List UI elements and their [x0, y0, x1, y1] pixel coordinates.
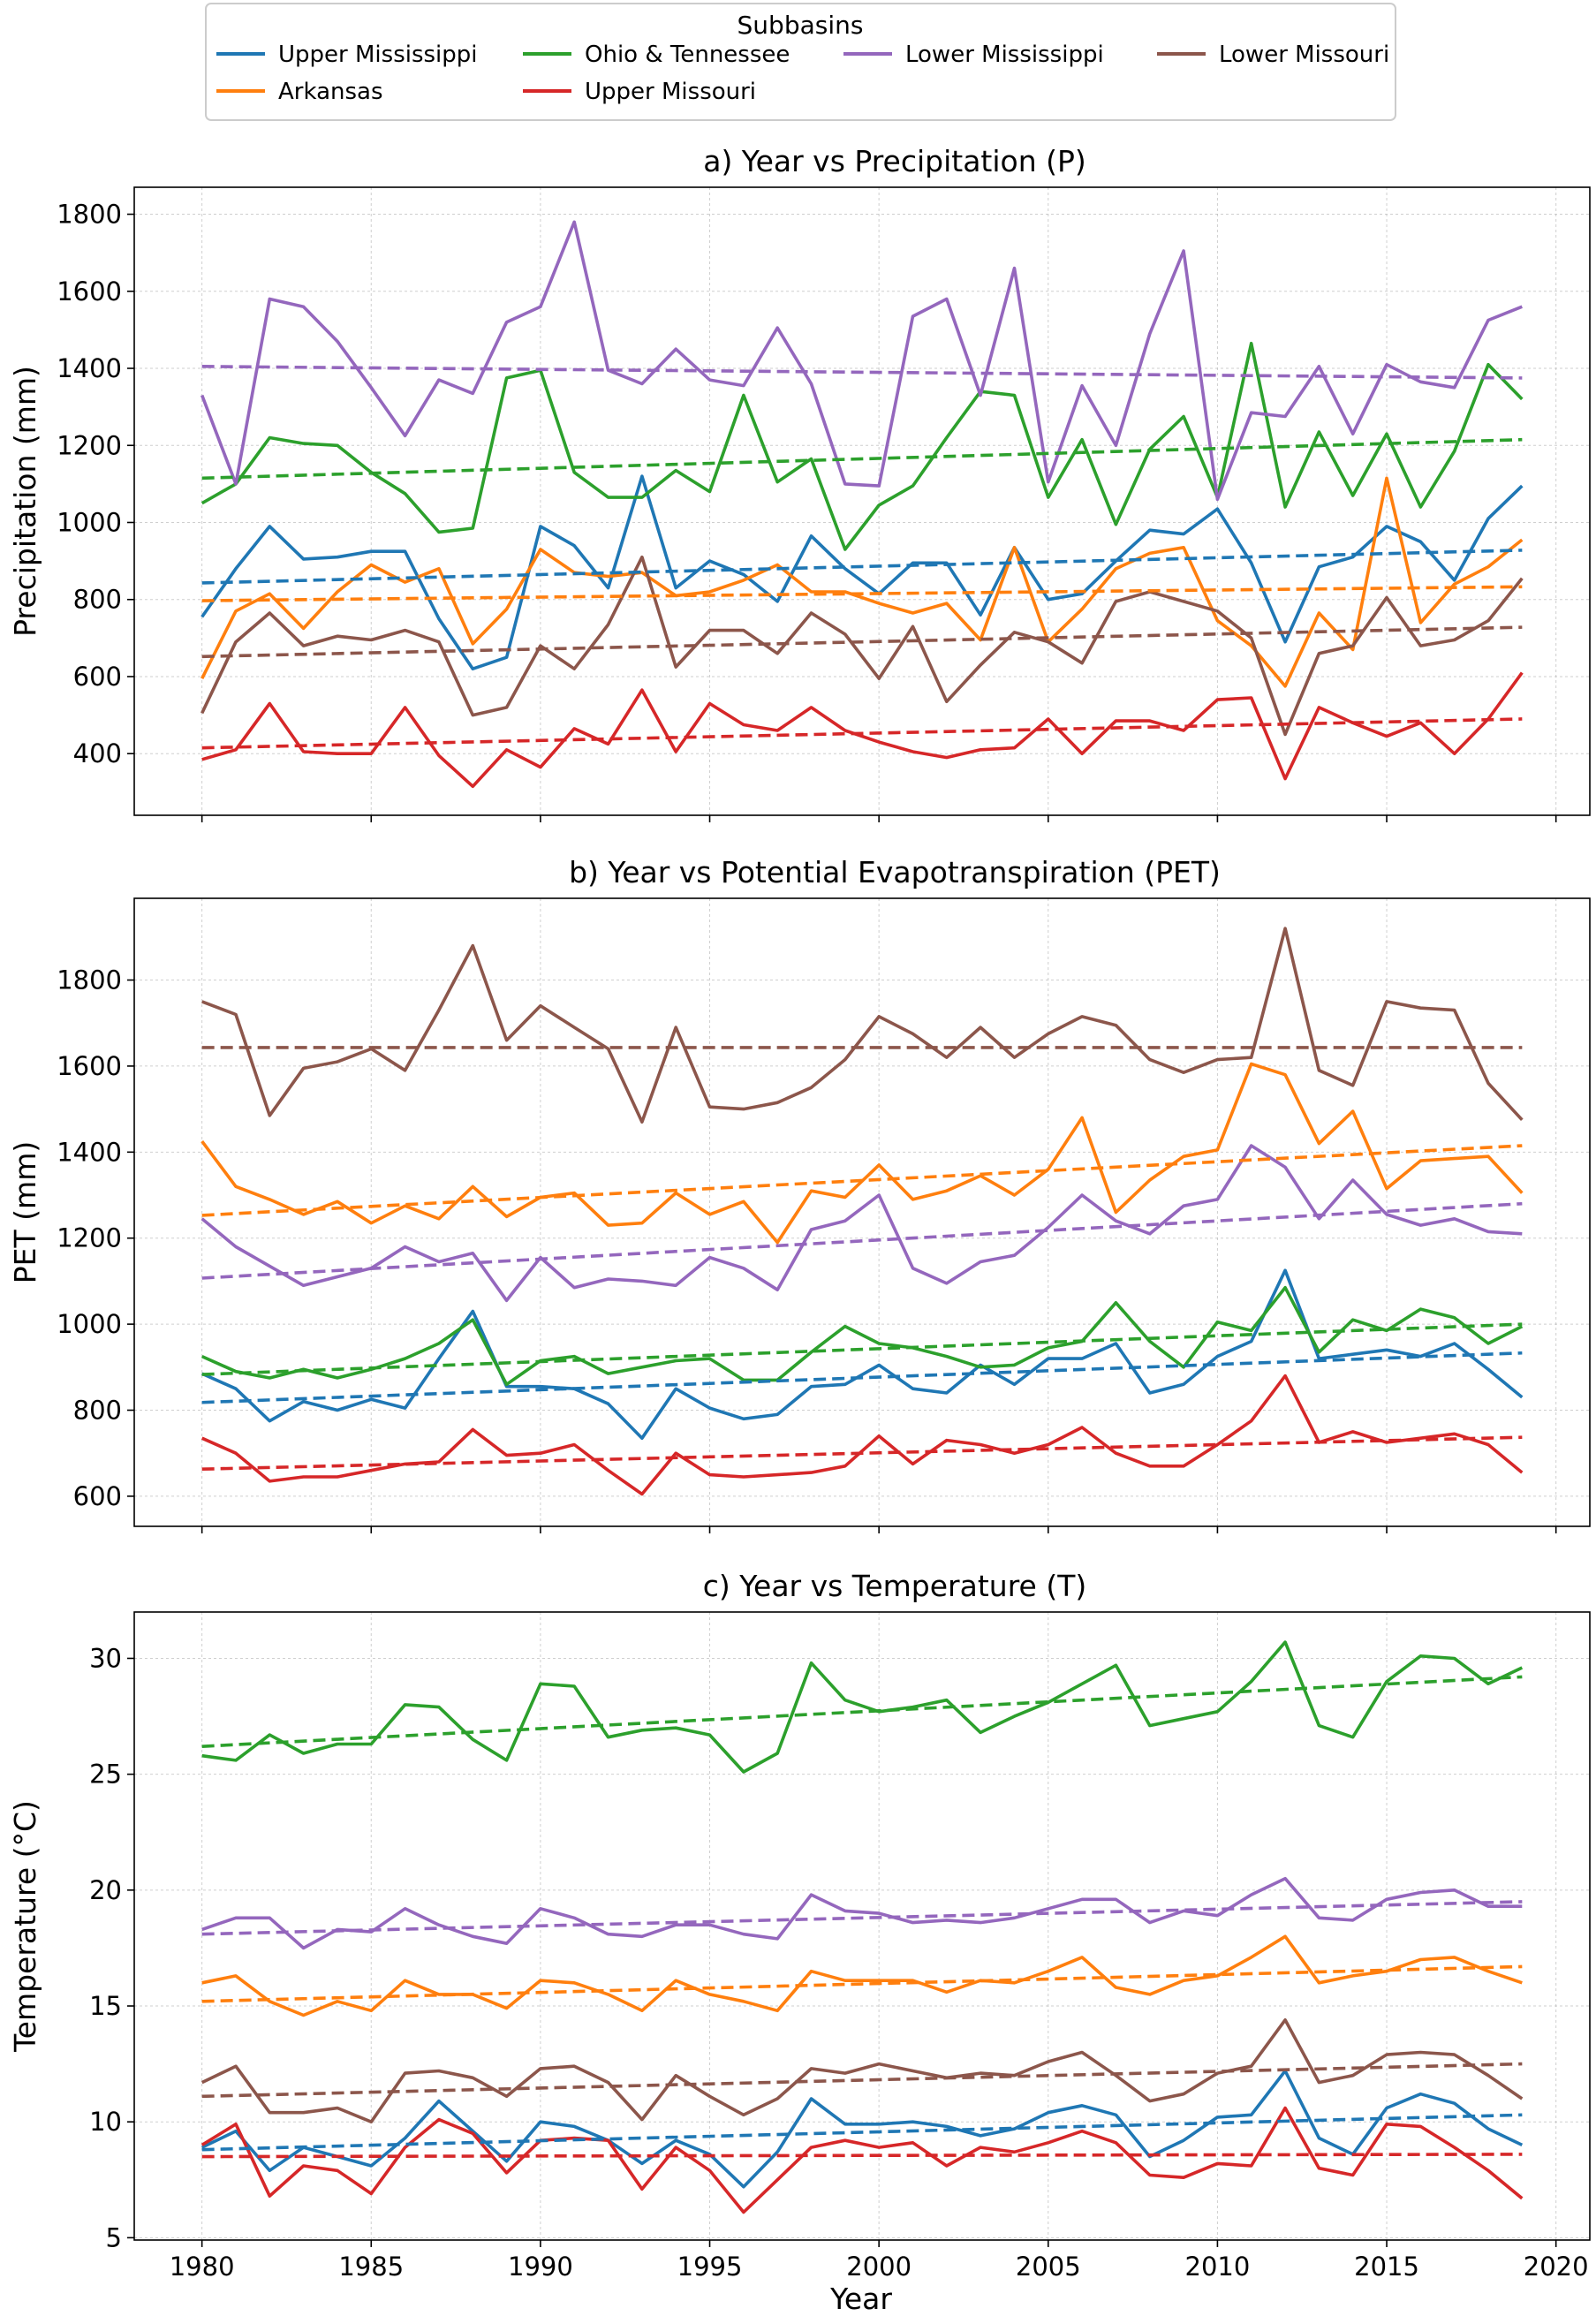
panel-title: c) Year vs Temperature (T) [703, 1569, 1087, 1603]
x-tick-label: 2015 [1354, 2252, 1419, 2282]
y-tick-label: 1000 [57, 1309, 122, 1339]
y-tick-label: 15 [89, 1991, 122, 2021]
trend-line [201, 2113, 1523, 2152]
y-tick-label: 1400 [57, 1137, 122, 1167]
series-group [200, 1640, 1524, 2214]
y-tick-label: 600 [73, 662, 122, 692]
y-tick-label: 25 [89, 1760, 122, 1790]
trend-line [201, 1435, 1523, 1472]
y-tick-label: 10 [89, 2107, 122, 2137]
series-line [200, 2069, 1524, 2189]
legend: Subbasins Upper Mississippi Arkansas Ohio … [205, 3, 1396, 121]
y-tick-label: 20 [89, 1875, 122, 1905]
legend-label: Lower Missouri [1219, 42, 1389, 68]
series-line [200, 1268, 1524, 1440]
legend-label: Upper Mississippi [278, 42, 478, 68]
legend-box [205, 3, 1396, 121]
y-tick-label: 400 [73, 738, 122, 768]
series-line [200, 2106, 1524, 2214]
trend-line [201, 1675, 1523, 1748]
legend-entry: Arkansas [216, 79, 383, 105]
y-axis-label: Temperature (°C) [8, 1800, 42, 2053]
series-line [201, 927, 1524, 1124]
trend-line [201, 2153, 1523, 2159]
legend-entry: Upper Mississippi [216, 42, 478, 68]
plot-frame [133, 186, 1591, 816]
legend-entry: Lower Mississippi [843, 42, 1104, 68]
series-line [201, 1934, 1523, 2017]
series-line [200, 476, 1524, 688]
y-axis-label: PET (mm) [8, 1141, 42, 1283]
series-line [200, 220, 1523, 502]
legend-label: Upper Missouri [585, 79, 756, 105]
series-line [201, 1640, 1524, 1774]
series-group [200, 927, 1524, 1496]
y-tick-label: 30 [89, 1643, 122, 1673]
y-tick-label: 1400 [57, 353, 122, 383]
trend-line [201, 1322, 1523, 1376]
legend-entry: Upper Missouri [523, 79, 756, 105]
y-tick-label: 1200 [57, 1223, 122, 1253]
series-line [200, 555, 1524, 737]
series-line [200, 341, 1524, 551]
x-tick-label: 2000 [846, 2252, 911, 2282]
trend-line [201, 1144, 1523, 1217]
y-tick-label: 1600 [57, 276, 122, 307]
series-line [200, 1374, 1524, 1496]
x-tick-label: 2005 [1016, 2252, 1081, 2282]
plot-frame [133, 897, 1591, 1527]
y-tick-label: 800 [73, 1396, 122, 1426]
trend-line [201, 717, 1523, 750]
grid [134, 187, 1590, 815]
panel-title: b) Year vs Potential Evapotranspiration … [569, 855, 1221, 889]
trend-line [201, 365, 1523, 380]
x-tick-label: 1990 [508, 2252, 573, 2282]
series-line [201, 1876, 1523, 1950]
trend-line [201, 2062, 1523, 2099]
trend-line [201, 1964, 1523, 2003]
y-tick-label: 1200 [57, 430, 122, 460]
legend-label: Lower Mississippi [905, 42, 1104, 68]
x-tick-label: 1985 [338, 2252, 404, 2282]
series-group [200, 220, 1524, 789]
legend-label: Arkansas [278, 79, 383, 105]
series-line [200, 2018, 1524, 2123]
series-line [200, 474, 1524, 671]
y-tick-label: 1800 [57, 200, 122, 230]
y-axis-label: Precipitation (mm) [8, 366, 42, 637]
legend-entry: Lower Missouri [1157, 42, 1389, 68]
trend-line [201, 1201, 1523, 1280]
legend-entry: Ohio & Tennessee [523, 42, 790, 68]
plot-frame [133, 1611, 1591, 2241]
x-tick-label: 1980 [170, 2252, 235, 2282]
x-axis-label: Year [829, 2282, 892, 2316]
trend-line [201, 549, 1523, 585]
trend-line [201, 625, 1523, 659]
series-line [201, 671, 1524, 789]
series-line [200, 1144, 1523, 1303]
legend-label: Ohio & Tennessee [585, 42, 790, 68]
trend-line [201, 585, 1523, 602]
y-tick-label: 1000 [57, 507, 122, 537]
trend-line [201, 437, 1523, 481]
y-tick-label: 800 [73, 585, 122, 615]
legend-title: Subbasins [737, 11, 864, 40]
panel-pet: b) Year vs Potential Evapotranspiration … [8, 855, 1591, 1533]
y-tick-label: 1800 [57, 965, 122, 995]
panel-precipitation: a) Year vs Precipitation (P) Precipitati… [8, 144, 1591, 822]
series-line [200, 1285, 1524, 1387]
y-tick-label: 5 [106, 2222, 122, 2252]
x-tick-label: 2010 [1185, 2252, 1251, 2282]
panel-title: a) Year vs Precipitation (P) [703, 144, 1086, 178]
panel-temperature: c) Year vs Temperature (T) Temperature (… [8, 1569, 1591, 2282]
y-tick-label: 1600 [57, 1051, 122, 1081]
trend-line [201, 1900, 1523, 1936]
x-tick-label: 2020 [1524, 2252, 1589, 2282]
trend-line [201, 1351, 1523, 1404]
y-tick-label: 600 [73, 1481, 122, 1511]
x-tick-label: 1995 [677, 2252, 743, 2282]
